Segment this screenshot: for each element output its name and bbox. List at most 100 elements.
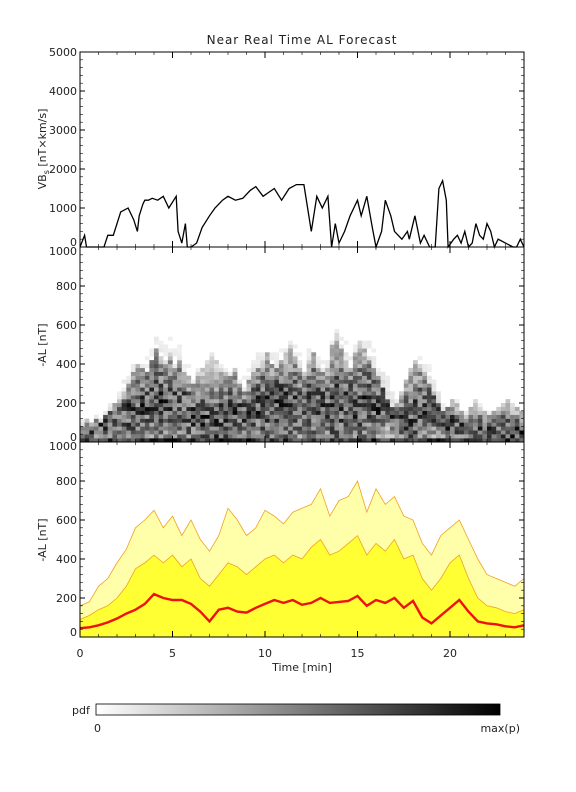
pdf-cell [325, 438, 330, 443]
pdf-cell [214, 383, 219, 388]
pdf-cell [306, 387, 312, 392]
pdf-cell [500, 438, 506, 443]
pdf-cell [362, 438, 367, 443]
pdf-cell [288, 418, 293, 423]
pdf-cell [167, 422, 173, 427]
pdf-cell [130, 426, 136, 431]
pdf-cell [200, 406, 206, 411]
pdf-cell [468, 438, 474, 443]
pdf-cell [380, 391, 386, 396]
pdf-cell [311, 356, 317, 361]
pdf-cell [334, 371, 340, 376]
pdf-cell [403, 434, 409, 439]
pdf-cell [477, 403, 483, 408]
pdf-cell [292, 434, 298, 439]
pdf-cell [325, 434, 330, 439]
pdf-cell [251, 434, 256, 439]
pdf-cell [255, 379, 261, 384]
pdf-cell [260, 403, 266, 408]
pdf-cell [209, 414, 215, 419]
pdf-cell [223, 414, 229, 419]
pdf-cell [283, 414, 289, 419]
pdf-cell [352, 395, 358, 400]
pdf-cell [274, 360, 280, 365]
pdf-cell [311, 414, 317, 419]
pdf-cell [135, 387, 141, 392]
pdf-cell [204, 414, 210, 419]
pdf-cell [154, 395, 159, 400]
pdf-cell [343, 375, 349, 380]
pdf-cell [269, 371, 275, 376]
pdf-cell [440, 414, 446, 419]
pdf-cell [274, 403, 280, 408]
pdf-cell [348, 367, 354, 372]
pdf-cell [306, 434, 312, 439]
pdf-cell [454, 403, 460, 408]
pdf-cell [357, 348, 363, 353]
pdf-cell [269, 399, 275, 404]
pdf-cell [426, 422, 432, 427]
pdf-cell [496, 414, 502, 419]
pdf-cell [334, 383, 340, 388]
pdf-cell [172, 391, 178, 396]
pdf-cell [204, 391, 210, 396]
pdf-cell [191, 406, 196, 411]
pdf-cell [283, 438, 289, 443]
pdf-cell [283, 356, 289, 361]
pdf-cell [251, 410, 256, 415]
forecast-y-tick-label: 400 [56, 553, 77, 566]
pdf-cell [413, 387, 418, 392]
pdf-cell [200, 426, 206, 431]
pdf-cell [440, 422, 446, 427]
pdf-y-tick-label: 0 [70, 431, 77, 444]
pdf-cell [426, 367, 432, 372]
pdf-cell [130, 410, 136, 415]
pdf-cell [329, 434, 335, 439]
pdf-cell [343, 410, 349, 415]
pdf-cell [339, 348, 344, 353]
pdf-cell [163, 375, 169, 380]
pdf-cell [292, 399, 298, 404]
pdf-cell [403, 403, 409, 408]
pdf-cell [302, 399, 307, 404]
pdf-cell [459, 414, 465, 419]
pdf-cell [440, 434, 446, 439]
pdf-cell [297, 352, 303, 357]
pdf-cell [463, 430, 469, 435]
pdf-cell [413, 375, 418, 380]
pdf-cell [195, 418, 201, 423]
pdf-cell [403, 410, 409, 415]
pdf-cell [399, 395, 404, 400]
pdf-cell [292, 344, 298, 349]
pdf-cell [265, 387, 270, 392]
pdf-cell [186, 438, 192, 443]
pdf-cell [431, 383, 437, 388]
pdf-cell [278, 399, 284, 404]
pdf-cell [154, 360, 159, 365]
pdf-cell [260, 434, 266, 439]
pdf-cell [241, 406, 247, 411]
pdf-cell [265, 430, 270, 435]
pdf-cell [315, 430, 321, 435]
pdf-cell [274, 395, 280, 400]
pdf-cell [144, 430, 150, 435]
pdf-cell [302, 414, 307, 419]
pdf-cell [135, 383, 141, 388]
pdf-cell [315, 418, 321, 423]
pdf-cell [329, 395, 335, 400]
pdf-cell [177, 399, 182, 404]
pdf-cell [209, 410, 215, 415]
pdf-cell [265, 399, 270, 404]
pdf-cell [265, 375, 270, 380]
pdf-cell [80, 430, 85, 435]
pdf-cell [306, 410, 312, 415]
pdf-cell [352, 356, 358, 361]
pdf-cell [389, 403, 395, 408]
pdf-cell [320, 391, 326, 396]
pdf-cell [144, 410, 150, 415]
pdf-cell [297, 383, 303, 388]
pdf-cell [167, 406, 173, 411]
pdf-cell [186, 422, 192, 427]
x-tick-label: 0 [77, 647, 84, 660]
pdf-cell [343, 371, 349, 376]
